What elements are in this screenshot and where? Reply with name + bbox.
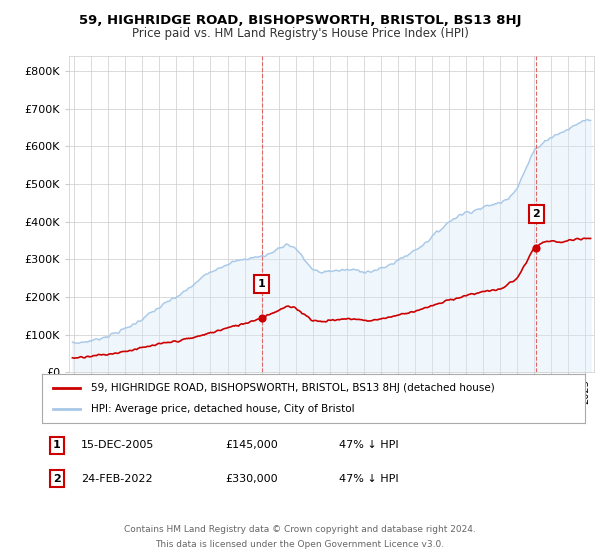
Point <box>532 244 541 253</box>
Text: 59, HIGHRIDGE ROAD, BISHOPSWORTH, BRISTOL, BS13 8HJ: 59, HIGHRIDGE ROAD, BISHOPSWORTH, BRISTO… <box>79 14 521 27</box>
Text: HPI: Average price, detached house, City of Bristol: HPI: Average price, detached house, City… <box>91 404 355 414</box>
Text: Contains HM Land Registry data © Crown copyright and database right 2024.: Contains HM Land Registry data © Crown c… <box>124 525 476 534</box>
Text: This data is licensed under the Open Government Licence v3.0.: This data is licensed under the Open Gov… <box>155 540 445 549</box>
Text: 2: 2 <box>533 209 540 219</box>
Text: 15-DEC-2005: 15-DEC-2005 <box>81 440 154 450</box>
Text: 47% ↓ HPI: 47% ↓ HPI <box>339 440 398 450</box>
Text: 2: 2 <box>53 474 61 484</box>
Text: 47% ↓ HPI: 47% ↓ HPI <box>339 474 398 484</box>
Text: 1: 1 <box>53 440 61 450</box>
Point <box>257 313 266 322</box>
Text: Price paid vs. HM Land Registry's House Price Index (HPI): Price paid vs. HM Land Registry's House … <box>131 27 469 40</box>
Text: £330,000: £330,000 <box>225 474 278 484</box>
Text: 1: 1 <box>258 279 265 289</box>
Text: 59, HIGHRIDGE ROAD, BISHOPSWORTH, BRISTOL, BS13 8HJ (detached house): 59, HIGHRIDGE ROAD, BISHOPSWORTH, BRISTO… <box>91 382 494 393</box>
Text: 24-FEB-2022: 24-FEB-2022 <box>81 474 152 484</box>
Text: £145,000: £145,000 <box>225 440 278 450</box>
